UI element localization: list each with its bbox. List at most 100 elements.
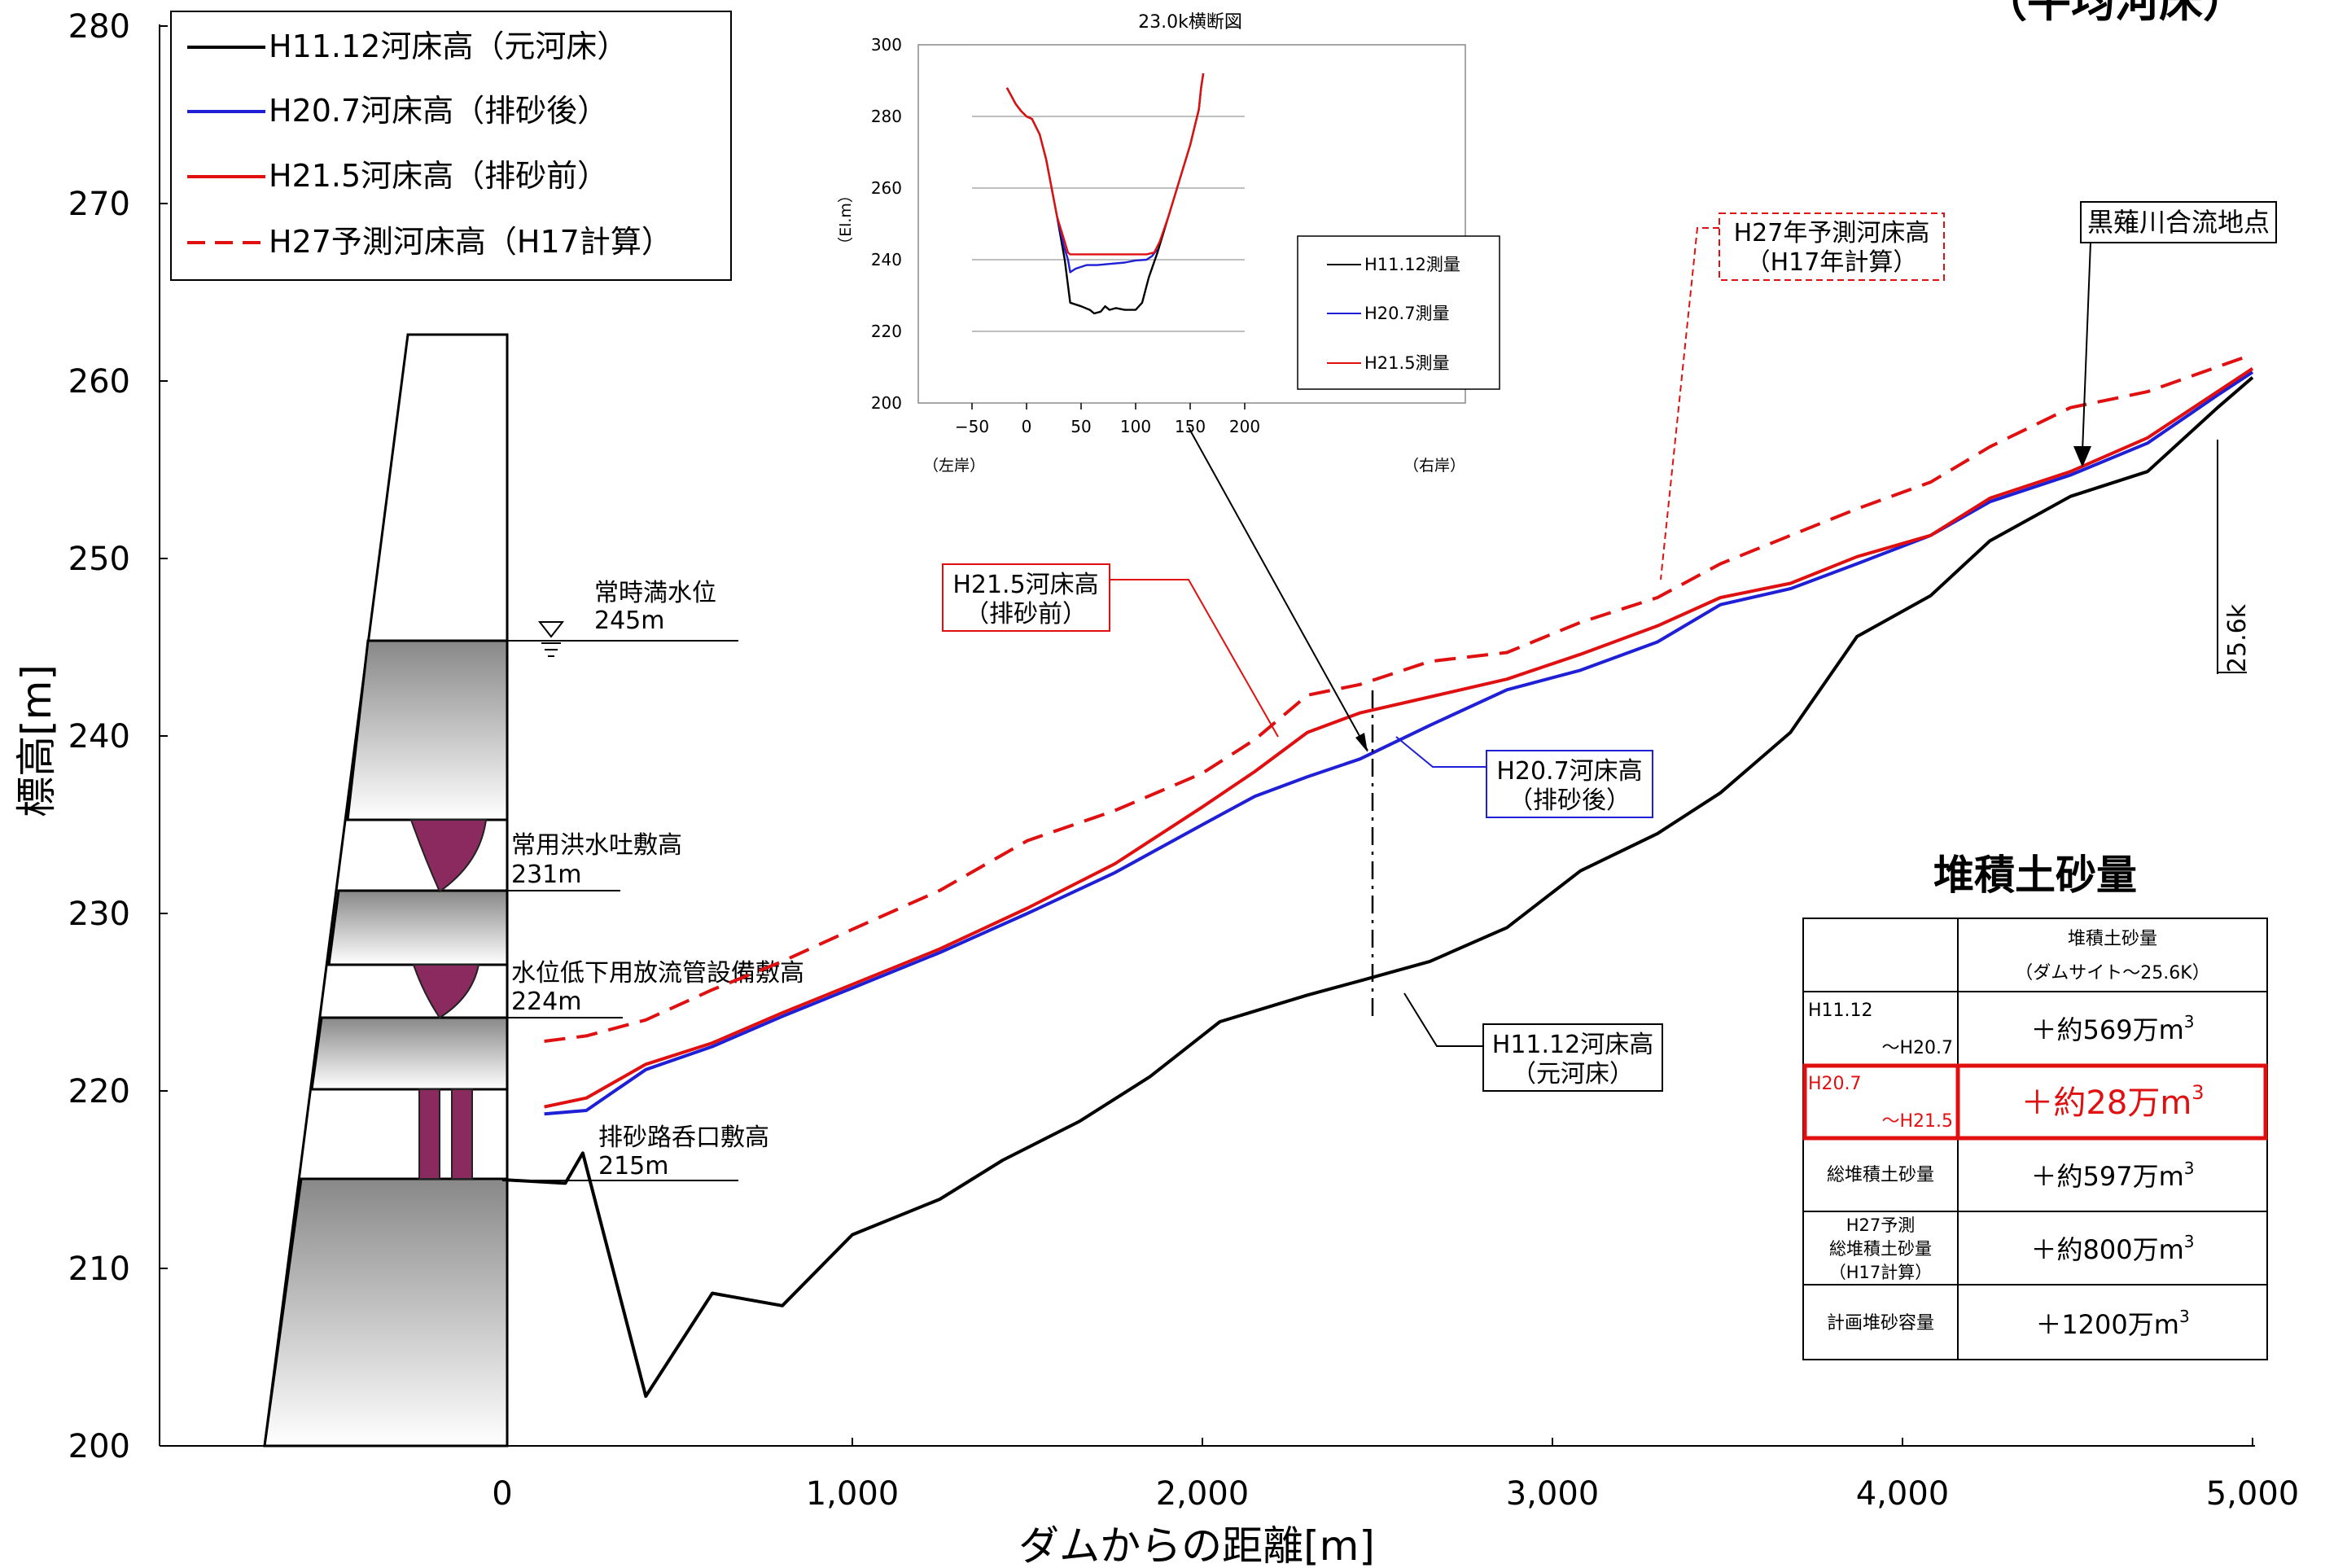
table-row-1-amount: ＋約28万 (2021, 1084, 2160, 1122)
dam-diagram: 常時満水位 245m 常用洪水吐敷高 231m 水位低下用放流管設備敷高 224… (263, 333, 804, 1448)
dam-label-1-name: 常用洪水吐敷高 (511, 831, 682, 860)
dam-label-3-name: 排砂路呑口敷高 (598, 1123, 769, 1152)
inset-series-line-1 (1056, 216, 1158, 274)
x-ticks: 0 1,000 2,000 3,000 4,000 5,000 (492, 1438, 2299, 1513)
x-tick-label: 3,000 (1506, 1475, 1600, 1513)
table-row-4-exp: 3 (2179, 1307, 2190, 1326)
y-ticks: 200 210 220 230 240 250 260 270 280 (68, 8, 168, 1465)
y-tick-label: 240 (68, 718, 130, 756)
callout-h20-box (1486, 750, 1653, 818)
series-line-1 (544, 370, 2254, 1116)
table-row-4-unit: m (2154, 1309, 2179, 1340)
y-axis-label: 標高[m] (13, 664, 60, 817)
inset-y-label: （El.m） (837, 187, 855, 252)
confluence-box (2080, 201, 2277, 243)
table-row-0-unit: m (2159, 1014, 2184, 1045)
callout-h27-line2: （H17年計算） (1746, 248, 1918, 277)
table-row-2-label-1: 総堆積土砂量 (1827, 1165, 1934, 1185)
callout-h27-box (1719, 212, 1945, 281)
callout-h11-line1: H11.12河床高 (1492, 1031, 1653, 1059)
inset-legend-label-2: H21.5測量 (1364, 353, 1450, 373)
legend-label-3: H27予測河床高（H17計算） (269, 224, 672, 260)
table-row-3-label-2: 総堆積土砂量 (1829, 1239, 1932, 1259)
legend-label-1: H20.7河床高（排砂後） (269, 93, 608, 129)
inset-right-bank: （右岸） (1403, 457, 1465, 475)
inset-legend: H11.12測量 H20.7測量 H21.5測量 (1297, 235, 1500, 390)
table-row-1-label-1: H20.7 (1808, 1074, 1862, 1094)
callout-h11: H11.12河床高 （元河床） (1403, 992, 1663, 1092)
table-header-line1: 堆積土砂量 (2068, 929, 2157, 949)
y-tick-label: 220 (68, 1073, 130, 1110)
x-tick-label: 2,000 (1156, 1475, 1250, 1513)
inset-series-line-2 (1005, 73, 1205, 256)
inset-x-tick-label: 50 (1071, 417, 1091, 436)
x-tick-label: 4,000 (1856, 1475, 1950, 1513)
inset-x-tick-label: 150 (1175, 417, 1206, 436)
dam-block-3 (310, 1016, 509, 1091)
x-tick-label: 1,000 (806, 1475, 900, 1513)
spillway-gate-shape (409, 819, 488, 893)
callout-h21-line2: （排砂前） (965, 600, 1087, 629)
table-row-1-label-2: ～H21.5 (1881, 1111, 1953, 1132)
legend-box (170, 11, 732, 281)
dam-block-2 (327, 889, 509, 966)
series-line-2 (544, 367, 2254, 1109)
table-row-0-amount: ＋約569万 (2031, 1014, 2159, 1045)
inset-legend-label-0: H11.12測量 (1364, 255, 1460, 274)
x-axis-label: ダムからの距離[m] (1018, 1522, 1375, 1568)
table-row-0-label-2: ～H20.7 (1881, 1038, 1953, 1058)
table-row-2-unit: m (2159, 1161, 2184, 1192)
dam-label-0-value: 245m (594, 607, 664, 635)
callout-h11-line2: （元河床） (1512, 1060, 1634, 1088)
legend: H11.12河床高（元河床） H20.7河床高（排砂後） H21.5河床高（排砂… (170, 11, 732, 281)
x-axis: 0 1,000 2,000 3,000 4,000 5,000 (160, 1438, 2299, 1513)
callout-h20-leader (1395, 736, 1487, 768)
dam-block-1 (346, 639, 509, 821)
sediment-pipe-1 (418, 1088, 440, 1180)
table-row-3-label-1: H27予測 (1846, 1215, 1916, 1235)
table-row-3-exp: 3 (2184, 1232, 2195, 1251)
inset-pointer-arrowhead (1355, 733, 1368, 752)
y-tick-label: 230 (68, 896, 130, 933)
km-mark-label: 25.6k (2223, 603, 2252, 672)
corner-title: （平均河床） (1983, 0, 2247, 27)
y-tick-label: 270 (68, 186, 130, 223)
dam-label-0-name: 常時満水位 (594, 579, 716, 607)
table-row-0-exp: 3 (2184, 1012, 2195, 1031)
main-series (501, 353, 2254, 1398)
outlet-gate-shape (412, 964, 480, 1019)
y-axis: 200 210 220 230 240 250 260 270 280 (68, 8, 168, 1465)
series-line-0 (501, 376, 2254, 1398)
table-row-4-label-1: 計画堆砂容量 (1827, 1313, 1934, 1334)
y-tick-label: 260 (68, 363, 130, 401)
inset-y-tick-label: 200 (871, 393, 902, 413)
inset-grid (972, 44, 1245, 404)
callout-h21-leader (1110, 579, 1279, 738)
sediment-pipe-2 (451, 1088, 473, 1180)
inset-x-tick-label: 100 (1120, 417, 1151, 436)
table-row-2-amount: ＋約597万 (2031, 1161, 2159, 1192)
inset-series (1005, 73, 1205, 315)
inset-x-tick-label: 200 (1229, 417, 1260, 436)
legend-label-0: H11.12河床高（元河床） (269, 28, 628, 64)
inset-y-tick-label: 280 (871, 107, 902, 126)
dam-label-3-value: 215m (598, 1152, 668, 1180)
inset-y-tick-label: 260 (871, 178, 902, 198)
water-level-icon (537, 621, 565, 657)
confluence-marker: 黒薙川合流地点 (2073, 201, 2277, 467)
x-tick-label: 5,000 (2206, 1475, 2300, 1513)
inset-left-bank: （左岸） (923, 457, 985, 475)
legend-label-2: H21.5河床高（排砂前） (269, 158, 608, 194)
callout-h21-line1: H21.5河床高 (952, 571, 1098, 599)
table-row-0-label-1: H11.12 (1808, 1001, 1873, 1021)
confluence-arrowhead (2073, 446, 2091, 467)
table-row-0-value: ＋約569万m3 (2031, 1012, 2195, 1045)
y-tick-label: 250 (68, 541, 130, 578)
callout-h21: H21.5河床高 （排砂前） (942, 563, 1279, 738)
table-row-3-value: ＋約800万m3 (2031, 1232, 2195, 1265)
callout-h27: H27年予測河床高 （H17年計算） (1660, 212, 1945, 580)
callout-h21-box (942, 563, 1110, 632)
callout-h27-line1: H27年予測河床高 (1734, 219, 1930, 247)
inset-ticks: 200 220 240 260 280 300 −50 0 50 100 150 200 (871, 35, 1260, 436)
